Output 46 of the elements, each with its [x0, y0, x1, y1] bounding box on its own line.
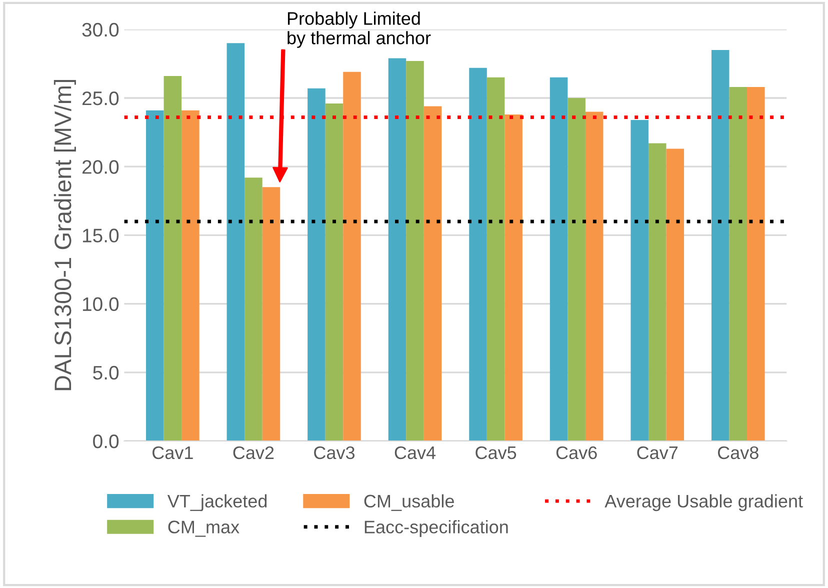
bar: [244, 178, 262, 441]
bar: [424, 106, 442, 441]
bar: [568, 98, 586, 441]
bar: [550, 77, 568, 441]
y-tick-label: 0.0: [93, 434, 119, 448]
bar: [469, 68, 487, 441]
bar: [729, 87, 748, 441]
annotation: Probably Limited by thermal anchor: [288, 12, 431, 48]
bar: [325, 103, 344, 441]
y-tick-label: 30.0: [82, 22, 119, 37]
y-tick-label: 25.0: [82, 91, 119, 106]
legend-label: VT_jacketed: [167, 494, 267, 512]
bar: [226, 43, 245, 441]
bar: [388, 58, 406, 441]
legend-label: Average Usable gradient: [604, 494, 803, 512]
x-tick-label: Cav5: [476, 446, 516, 460]
bar: [343, 72, 361, 441]
legend-label: Eacc-specification: [364, 520, 508, 537]
bar: [666, 148, 684, 441]
x-tick-label: Cav8: [718, 446, 758, 460]
bar: [182, 110, 200, 441]
bar: [146, 110, 164, 441]
bar: [747, 87, 765, 441]
bar: [504, 114, 522, 441]
legend-label: CM_max: [168, 520, 240, 537]
bar: [164, 76, 182, 441]
x-tick-label: Cav4: [394, 446, 436, 460]
x-tick-label: Cav1: [152, 446, 193, 460]
y-axis-title: DALS1300-1 Gradient [MV/m]: [54, 80, 76, 390]
bar: [585, 112, 604, 441]
x-tick-label: Cav3: [314, 446, 355, 460]
x-tick-label: Cav7: [637, 446, 678, 460]
x-tick-label: Cav2: [233, 446, 274, 460]
bar: [630, 120, 648, 441]
bar: [308, 88, 326, 441]
y-tick-label: 15.0: [82, 228, 119, 242]
bar: [262, 187, 280, 441]
y-tick-label: 5.0: [93, 366, 119, 380]
y-tick-label: 10.0: [82, 297, 119, 312]
y-tick-label: 20.0: [82, 160, 119, 174]
bar: [648, 143, 666, 441]
bar: [711, 50, 730, 441]
bar: [406, 60, 424, 441]
bar: [486, 77, 505, 441]
x-tick-label: Cav6: [556, 446, 597, 460]
legend-label: CM_usable: [364, 494, 454, 511]
